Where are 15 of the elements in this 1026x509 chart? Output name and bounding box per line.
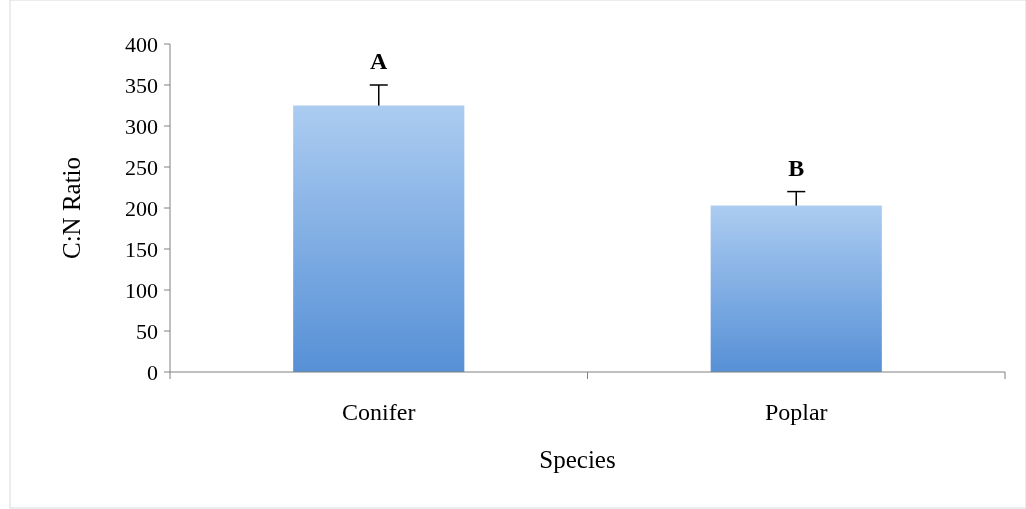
y-tick-label: 300 [125, 113, 158, 139]
y-tick-label: 100 [125, 277, 158, 303]
y-tick-label: 200 [125, 195, 158, 221]
annotation: B [788, 154, 805, 181]
y-tick-label: 400 [125, 31, 158, 57]
y-tick-label: 250 [125, 154, 158, 180]
y-tick-label: 150 [125, 236, 158, 262]
annotation: A [370, 48, 389, 74]
x-tick-label: Poplar [764, 399, 828, 425]
y-tick-label: 50 [136, 318, 158, 344]
x-axis-title: Species [539, 446, 616, 473]
x-tick-label: Conifer [342, 399, 416, 425]
y-tick-label: 0 [147, 359, 158, 385]
y-tick-label: 350 [125, 72, 158, 98]
y-axis-title: C:N Ratio [58, 156, 85, 260]
